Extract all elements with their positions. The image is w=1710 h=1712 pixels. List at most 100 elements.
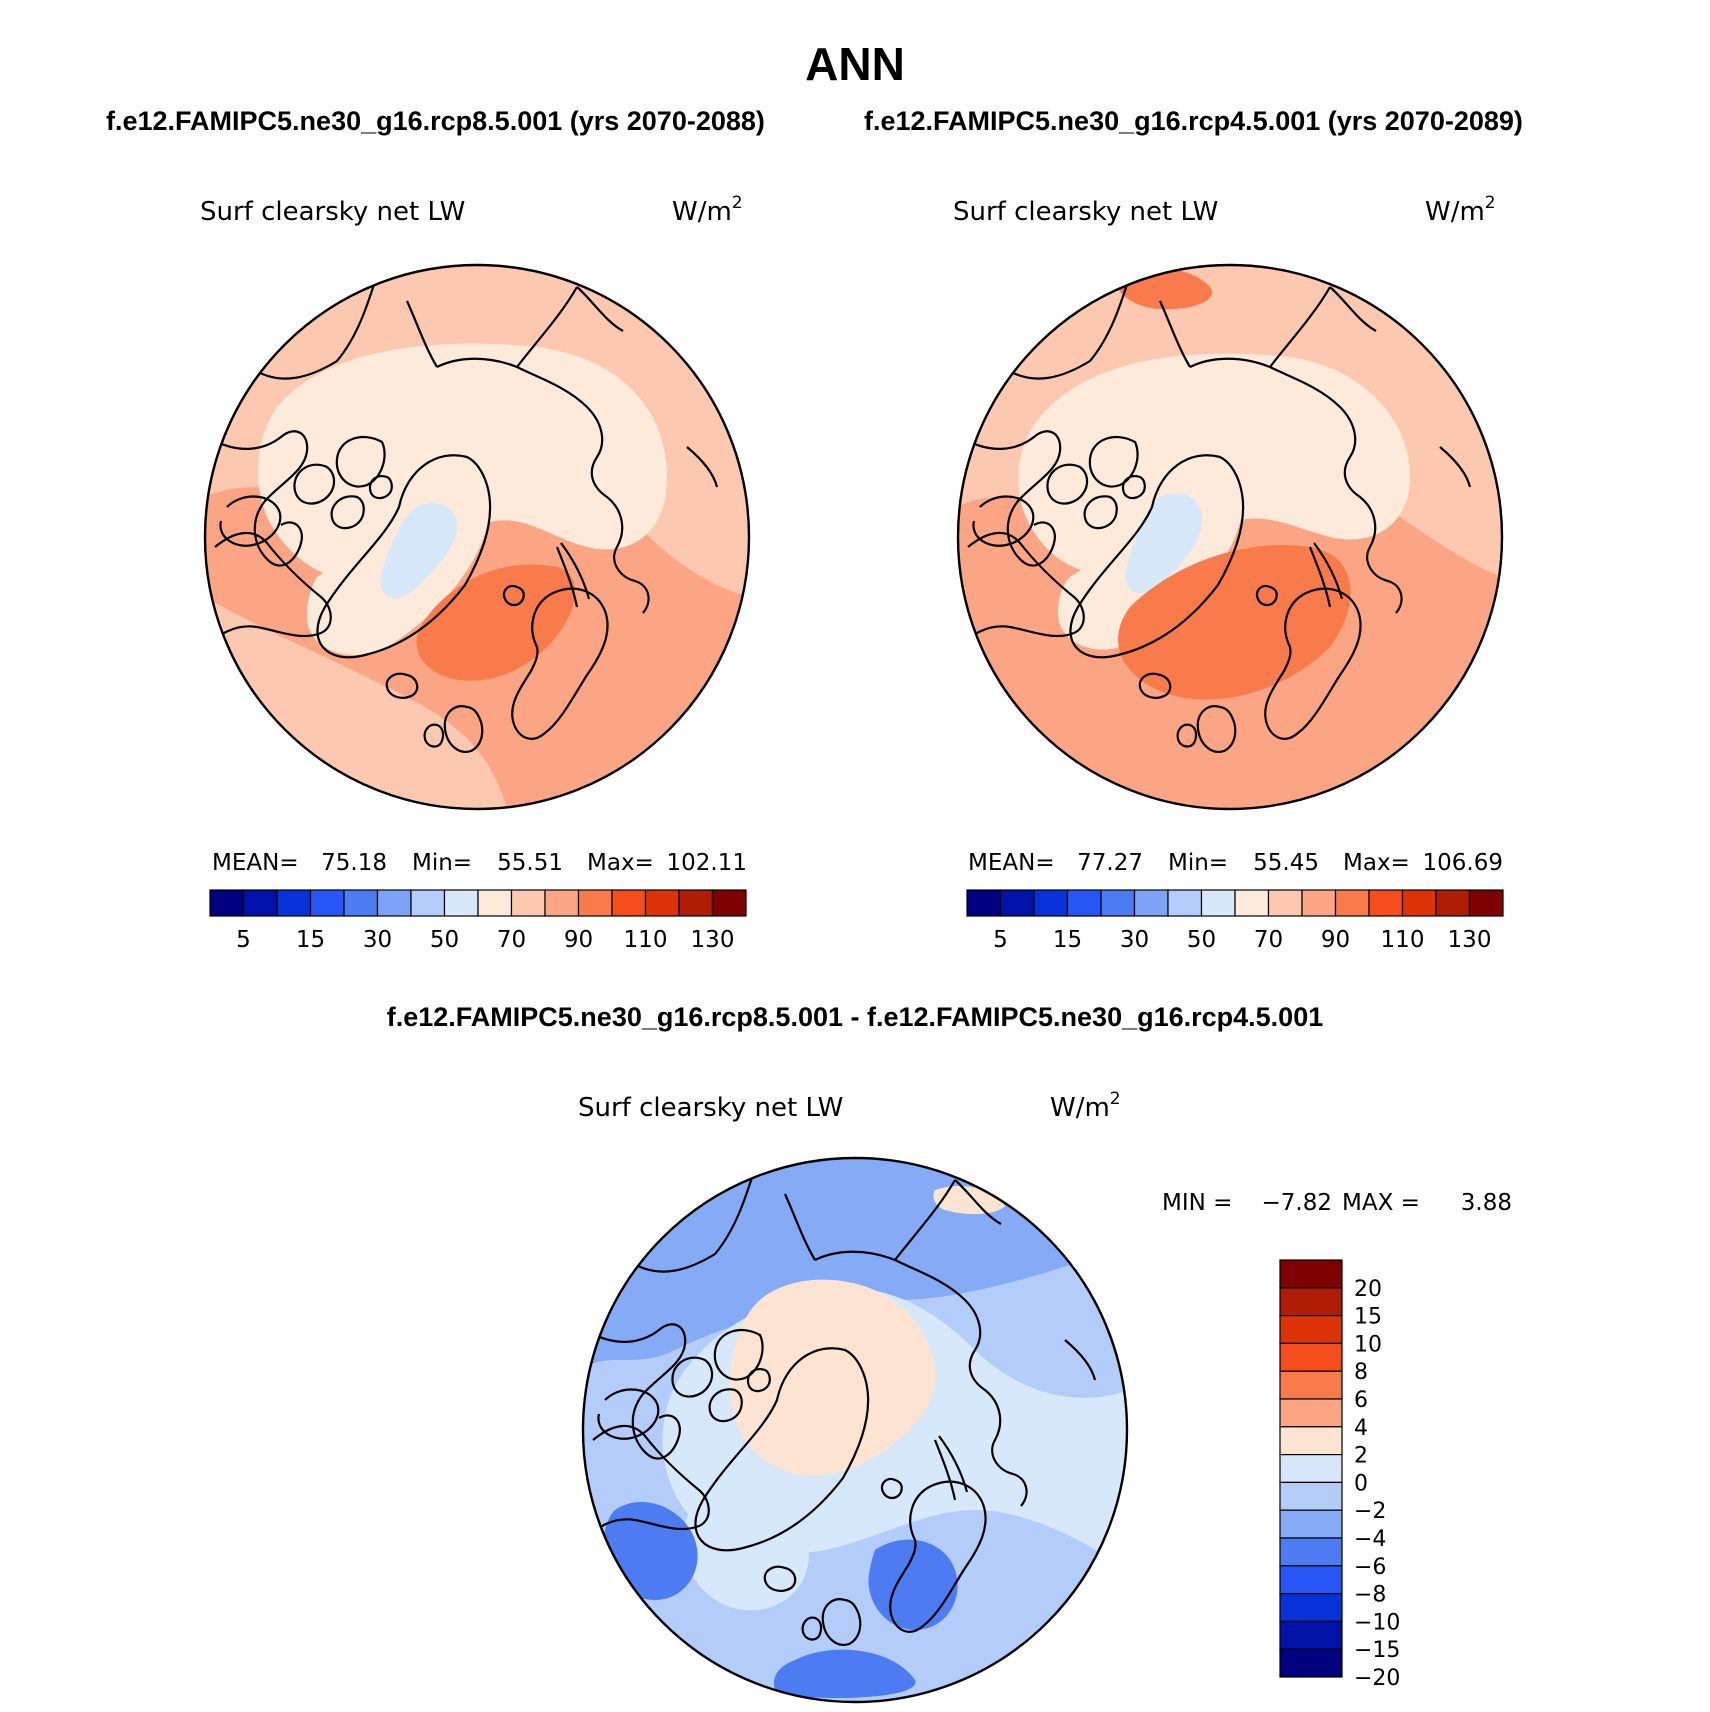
diff-units: W/m2 [1050,1089,1121,1123]
colorbar-swatch [544,889,580,917]
map-rcp85-boundary [203,263,751,811]
colorbar-swatch [1279,1426,1343,1456]
figure-title: ANN [805,38,905,90]
colorbar-swatch [1279,1620,1343,1650]
colorbar-swatch [1301,889,1337,917]
colorbar-swatch [1234,889,1270,917]
colorbar-tick-label: 70 [497,927,526,953]
colorbar-swatch [410,889,446,917]
colorbar-tick-label: 10 [1354,1332,1382,1357]
stat-max-value: 102.11 [667,850,747,876]
panel-units-rcp85-exponent: 2 [732,193,743,213]
diff-max-label: MAX = [1342,1190,1420,1216]
colorbar-swatch [1066,889,1102,917]
colorbar-tick-label: 15 [1354,1305,1382,1330]
colorbar-swatch [343,889,379,917]
stat-min-label: Min= [1168,850,1228,876]
colorbar-swatch [711,889,747,917]
diff-units-base: W/m [1050,1093,1110,1123]
map-difference [583,1158,1127,1702]
panel-units-rcp45: W/m2 [1425,193,1496,227]
colorbar-swatch [276,889,312,917]
colorbar-tick-label: 15 [1053,927,1082,953]
field-contour-3 [683,1479,809,1611]
map-rcp45 [958,265,1502,809]
colorbar-swatch [678,889,714,917]
diff-variable: Surf clearsky net LW [578,1093,843,1123]
colorbar-swatch [1279,1342,1343,1372]
field-contour-4 [380,503,457,598]
colorbar-tick-label: 6 [1354,1388,1368,1413]
colorbar-swatch [577,889,613,917]
panel-case-rcp45: f.e12.FAMIPC5.ne30_g16.rcp4.5.001 (yrs 2… [864,106,1523,136]
field-contour-3 [1125,493,1202,593]
stat-max-value: 106.69 [1423,850,1503,876]
colorbar-tick-label: 5 [236,927,251,953]
colorbar-swatch [611,889,647,917]
colorbar-tick-label: 15 [296,927,325,953]
colorbar-rcp85: 5 15 30 50 70 90 110 130 [209,889,747,953]
diff-max-value: 3.88 [1461,1190,1512,1216]
map-rcp45-boundary [956,263,1504,811]
colorbar-tick-label: 4 [1354,1416,1368,1441]
colorbar-tick-label: 130 [1448,927,1492,953]
colorbar-tick-label: −8 [1354,1583,1386,1608]
colorbar-swatch [376,889,412,917]
diff-min-value: −7.82 [1262,1190,1332,1216]
field-contour-1 [1018,353,1410,573]
colorbar-swatch [1468,889,1504,917]
colorbar-swatch [1100,889,1136,917]
colorbar-tick-label: 90 [1321,927,1350,953]
colorbar-tick-label: −6 [1354,1555,1386,1580]
colorbar-swatch [1167,889,1203,917]
colorbar-swatch [999,889,1035,917]
colorbar-swatch [1279,1537,1343,1567]
colorbar-tick-label: −15 [1354,1638,1400,1663]
colorbar-tick-label: 30 [363,927,392,953]
diff-min-label: MIN = [1162,1190,1232,1216]
field-contour-4 [1118,545,1351,700]
colorbar-tick-label: −20 [1354,1666,1400,1691]
panel-variable-rcp85: Surf clearsky net LW [200,197,465,227]
colorbar-tick-label: 130 [691,927,735,953]
colorbar-tick-label: −4 [1354,1527,1386,1552]
colorbar-swatch [1279,1481,1343,1511]
map-rcp85 [205,265,749,809]
colorbar-swatch [1279,1509,1343,1539]
colorbar-swatch [1279,1648,1343,1678]
colorbar-rcp45: 5 15 30 50 70 90 110 130 [966,889,1504,953]
colorbar-swatch [644,889,680,917]
panel-units-rcp85: W/m2 [672,193,743,227]
colorbar-tick-label: 70 [1254,927,1283,953]
stat-mean-label: MEAN= [212,850,299,876]
colorbar-swatch [1279,1592,1343,1622]
colorbar-swatch [510,889,546,917]
colorbar-tick-label: 110 [1381,927,1425,953]
colorbar-tick-label: 8 [1354,1360,1368,1385]
colorbar-swatch [1279,1259,1343,1289]
diff-case: f.e12.FAMIPC5.ne30_g16.rcp8.5.001 - f.e1… [387,1002,1323,1032]
colorbar-swatch [1279,1398,1343,1428]
colorbar-swatch [1401,889,1437,917]
stat-min-value: 55.51 [497,850,563,876]
diff-units-exponent: 2 [1110,1089,1121,1109]
colorbar-tick-label: 90 [564,927,593,953]
colorbar-tick-label: 110 [624,927,668,953]
panel-variable-rcp45: Surf clearsky net LW [953,197,1218,227]
field-contour-2 [730,1279,936,1476]
colorbar-tick-label: 50 [1187,927,1216,953]
colorbar-swatch [1133,889,1169,917]
colorbar-swatch [1435,889,1471,917]
colorbar-swatch [209,889,245,917]
colorbar-tick-label: −10 [1354,1610,1400,1635]
stat-mean-label: MEAN= [968,850,1055,876]
stat-min-value: 55.45 [1253,850,1319,876]
colorbar-tick-label: −2 [1354,1499,1386,1524]
colorbar-swatch [443,889,479,917]
stat-max-label: Max= [1343,850,1410,876]
colorbar-swatch [309,889,345,917]
colorbar-tick-label: 20 [1354,1277,1382,1302]
colorbar-swatch [242,889,278,917]
colorbar-tick-label: 30 [1120,927,1149,953]
